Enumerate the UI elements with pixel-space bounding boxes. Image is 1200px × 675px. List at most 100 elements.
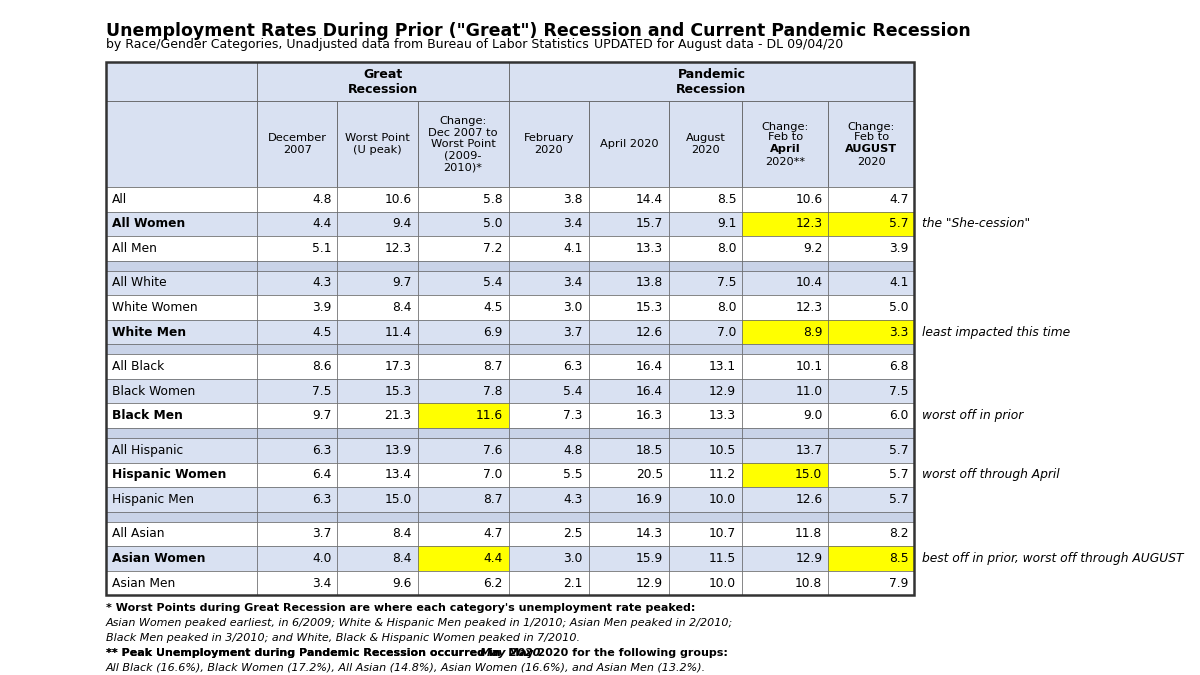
Bar: [106, 462, 257, 487]
Text: Change:: Change:: [762, 122, 809, 132]
Bar: [668, 236, 743, 261]
Bar: [589, 261, 668, 271]
Bar: [106, 211, 257, 236]
Bar: [418, 211, 509, 236]
Text: 8.0: 8.0: [716, 242, 737, 255]
Bar: [828, 571, 914, 595]
Text: 3.0: 3.0: [563, 552, 583, 565]
Text: worst off through April: worst off through April: [922, 468, 1060, 481]
Bar: [257, 354, 337, 379]
Text: 7.5: 7.5: [312, 385, 331, 398]
Bar: [668, 344, 743, 354]
Bar: [106, 404, 257, 428]
Text: Black Men peaked in 3/2010; and White, Black & Hispanic Women peaked in 7/2010.: Black Men peaked in 3/2010; and White, B…: [106, 633, 580, 643]
Text: 10.0: 10.0: [709, 493, 737, 506]
Text: 6.8: 6.8: [889, 360, 908, 373]
Text: 7.9: 7.9: [889, 576, 908, 589]
Text: 4.7: 4.7: [484, 527, 503, 541]
Bar: [828, 404, 914, 428]
Bar: [337, 236, 418, 261]
Bar: [509, 320, 589, 344]
Bar: [828, 354, 914, 379]
Text: 12.6: 12.6: [796, 493, 822, 506]
Bar: [106, 428, 257, 438]
Bar: [509, 101, 589, 187]
Bar: [337, 438, 418, 462]
Text: 4.3: 4.3: [312, 277, 331, 290]
Bar: [668, 438, 743, 462]
Bar: [743, 320, 828, 344]
Bar: [418, 428, 509, 438]
Bar: [668, 320, 743, 344]
Bar: [257, 462, 337, 487]
Bar: [257, 438, 337, 462]
Bar: [509, 512, 589, 522]
Text: 15.3: 15.3: [636, 301, 662, 314]
Bar: [257, 211, 337, 236]
Bar: [257, 187, 337, 211]
Text: 7.5: 7.5: [889, 385, 908, 398]
Text: April: April: [770, 144, 800, 155]
Bar: [828, 546, 914, 571]
Bar: [257, 271, 337, 295]
Text: 10.5: 10.5: [709, 443, 737, 457]
Bar: [509, 428, 589, 438]
Bar: [743, 438, 828, 462]
Bar: [668, 571, 743, 595]
Bar: [743, 295, 828, 320]
Bar: [828, 462, 914, 487]
Bar: [106, 187, 257, 211]
Bar: [668, 428, 743, 438]
Bar: [418, 512, 509, 522]
Bar: [668, 295, 743, 320]
Bar: [509, 187, 589, 211]
Bar: [106, 101, 257, 187]
Text: Great
Recession: Great Recession: [348, 68, 418, 96]
Bar: [418, 462, 509, 487]
Text: 2020**: 2020**: [766, 157, 805, 167]
Text: 7.8: 7.8: [484, 385, 503, 398]
Bar: [668, 522, 743, 546]
Text: All Black: All Black: [112, 360, 164, 373]
Bar: [257, 344, 337, 354]
Bar: [509, 295, 589, 320]
Text: Feb to: Feb to: [853, 132, 889, 142]
Bar: [828, 236, 914, 261]
Bar: [418, 295, 509, 320]
Text: All: All: [112, 193, 127, 206]
Text: 6.4: 6.4: [312, 468, 331, 481]
Bar: [668, 512, 743, 522]
Text: 7.3: 7.3: [563, 409, 583, 423]
Bar: [589, 236, 668, 261]
Text: AUGUST: AUGUST: [845, 144, 898, 155]
Text: by Race/Gender Categories, Unadjusted data from Bureau of Labor Statistics: by Race/Gender Categories, Unadjusted da…: [106, 38, 588, 51]
Text: 5.5: 5.5: [563, 468, 583, 481]
Text: Hispanic Men: Hispanic Men: [112, 493, 193, 506]
Bar: [106, 512, 257, 522]
Text: 17.3: 17.3: [384, 360, 412, 373]
Bar: [509, 379, 589, 404]
Bar: [743, 462, 828, 487]
Bar: [589, 571, 668, 595]
Text: 6.3: 6.3: [312, 443, 331, 457]
Bar: [337, 462, 418, 487]
Text: * Worst Points during Great Recession are where each category's unemployment rat: * Worst Points during Great Recession ar…: [106, 603, 695, 614]
Text: Worst Point
(U peak): Worst Point (U peak): [346, 134, 410, 155]
Text: 16.4: 16.4: [636, 385, 662, 398]
Bar: [509, 354, 589, 379]
Bar: [509, 462, 589, 487]
Bar: [509, 487, 589, 512]
Bar: [257, 101, 337, 187]
Text: 13.8: 13.8: [636, 277, 662, 290]
Bar: [589, 211, 668, 236]
Bar: [589, 404, 668, 428]
Bar: [828, 261, 914, 271]
Bar: [509, 271, 589, 295]
Text: 7.0: 7.0: [716, 325, 737, 339]
Text: 21.3: 21.3: [384, 409, 412, 423]
Text: 3.9: 3.9: [312, 301, 331, 314]
Bar: [743, 211, 828, 236]
Text: 3.8: 3.8: [563, 193, 583, 206]
Text: 3.7: 3.7: [312, 527, 331, 541]
Text: 9.7: 9.7: [392, 277, 412, 290]
